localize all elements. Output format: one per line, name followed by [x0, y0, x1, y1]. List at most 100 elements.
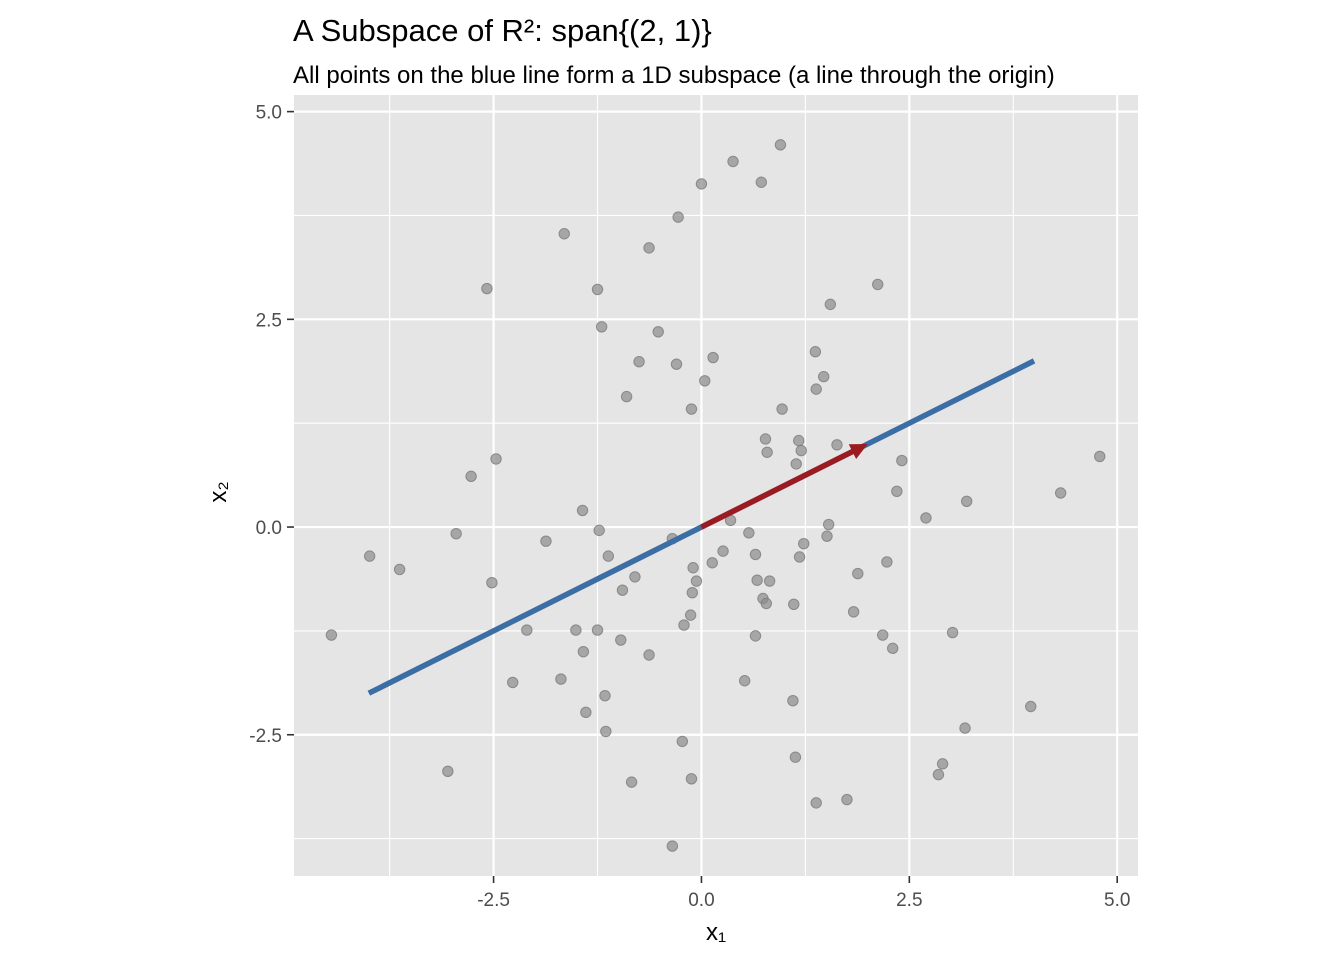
scatter-point — [891, 485, 903, 498]
scatter-point — [852, 567, 864, 580]
scatter-point — [738, 675, 751, 687]
scatter-point — [717, 545, 729, 557]
scatter-point — [393, 563, 406, 576]
scatter-point — [810, 383, 822, 395]
scatter-point — [787, 694, 799, 707]
scatter-point — [759, 433, 772, 445]
scatter-point — [676, 735, 689, 748]
scatter-point — [847, 606, 860, 618]
scatter-point — [896, 454, 908, 467]
y-tick-label: 0.0 — [256, 518, 282, 539]
scatter-point — [643, 649, 655, 661]
scatter-point — [727, 155, 739, 168]
scatter-point — [602, 550, 615, 562]
scatter-point — [793, 551, 806, 563]
scatter-points — [325, 139, 1106, 852]
scatter-point — [670, 358, 683, 370]
scatter-point — [442, 765, 454, 778]
scatter-point — [555, 673, 567, 685]
scatter-point — [690, 575, 703, 587]
basis-vector-arrowhead — [848, 443, 868, 459]
scatter-point — [643, 242, 655, 254]
scatter-point — [793, 434, 805, 447]
scatter-point — [672, 211, 684, 223]
scatter-point — [809, 346, 822, 358]
scatter-point — [817, 370, 830, 383]
scatter-point — [490, 453, 502, 465]
scatter-point — [795, 444, 807, 457]
scatter-point — [684, 609, 697, 621]
scatter-point — [763, 575, 776, 587]
scatter-point — [877, 629, 889, 641]
scatter-point — [629, 571, 641, 583]
scatter-point — [325, 629, 338, 641]
scatter-point — [540, 535, 552, 547]
scatter-point — [749, 630, 762, 642]
scatter-point — [506, 676, 519, 689]
scatter-point — [481, 282, 493, 295]
scatter-point — [620, 390, 633, 403]
scatter-point — [932, 768, 945, 781]
scatter-point — [821, 530, 833, 542]
scatter-point — [576, 504, 589, 517]
scatter-point — [761, 446, 773, 458]
scatter-point — [633, 356, 645, 368]
scatter-point — [685, 403, 698, 415]
plot-panel — [294, 95, 1138, 876]
scatter-point — [755, 176, 768, 188]
scatter-point — [961, 495, 973, 507]
scatter-point — [695, 178, 708, 190]
scatter-point — [652, 326, 664, 338]
scatter-point — [810, 797, 822, 809]
scatter-point — [789, 751, 802, 763]
scatter-point — [822, 518, 835, 531]
scatter-point — [591, 283, 604, 296]
x-axis-title: x₁ — [706, 919, 726, 946]
scatter-point — [616, 584, 629, 596]
scatter-point — [920, 512, 932, 524]
scatter-point — [1094, 450, 1106, 463]
x-axis: -2.5 0.0 2.5 5.0 — [477, 876, 1130, 911]
scatter-point — [577, 645, 590, 658]
scatter-point — [666, 840, 679, 852]
scatter-point — [790, 458, 802, 470]
scatter-point — [872, 278, 884, 291]
span-layer — [367, 358, 1036, 696]
scatter-point — [699, 375, 711, 387]
scatter-point — [486, 577, 498, 589]
y-tick-label: 2.5 — [256, 310, 282, 331]
scatter-point — [558, 228, 570, 240]
chart-subtitle: All points on the blue line form a 1D su… — [293, 62, 1055, 89]
scatter-point — [886, 642, 899, 655]
chart-title: A Subspace of R²: span{(2, 1)} — [293, 13, 712, 48]
basis-vector — [700, 447, 857, 530]
scatter-point — [600, 725, 612, 738]
scatter-point — [760, 597, 773, 610]
scatter-point — [776, 403, 788, 415]
scatter-point — [798, 537, 810, 550]
scatter-point — [788, 598, 800, 611]
scatter-point — [580, 706, 592, 719]
x-tick-label: 0.0 — [688, 890, 714, 911]
scatter-point — [946, 626, 959, 639]
y-axis-title: x₂ — [205, 481, 232, 502]
scatter-point — [751, 574, 763, 586]
scatter-point — [959, 722, 971, 734]
scatter-point — [591, 624, 604, 636]
scatter-point — [743, 527, 755, 539]
scatter-point — [707, 351, 719, 364]
scatter-point — [881, 556, 893, 568]
span-line — [367, 358, 1036, 696]
scatter-point — [450, 527, 462, 540]
minor-gridlines — [294, 95, 1138, 876]
scatter-point — [685, 773, 698, 785]
scatter-point — [936, 758, 949, 770]
x-tick-label: 5.0 — [1104, 890, 1130, 911]
scatter-point — [841, 793, 853, 806]
x-tick-label: 2.5 — [896, 890, 922, 911]
scatter-point — [831, 439, 843, 451]
vector-layer — [700, 443, 868, 530]
scatter-point — [824, 298, 837, 311]
scatter-point — [678, 619, 690, 631]
